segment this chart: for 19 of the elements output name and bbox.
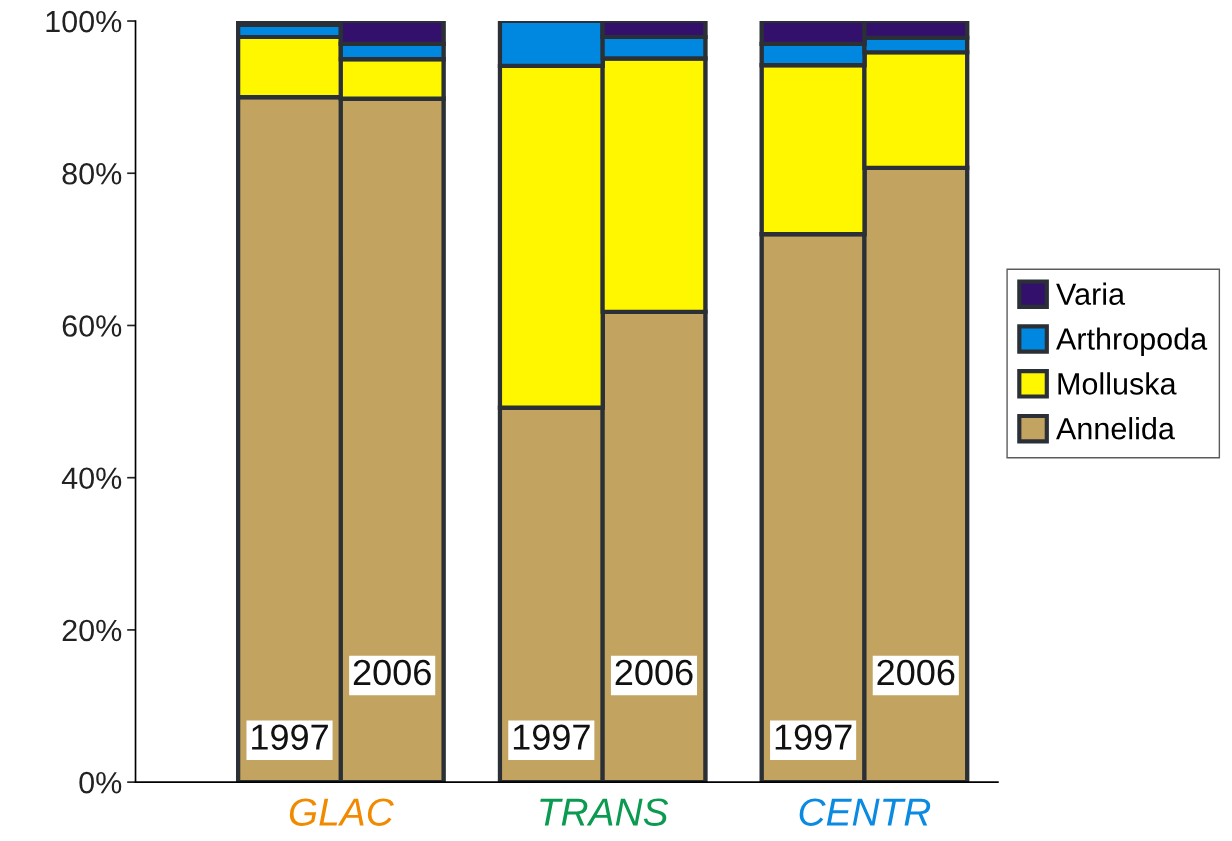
legend-label: Arthropoda [1056,327,1208,356]
y-tick-label: 20% [62,619,122,642]
legend-label: Molluska [1058,372,1177,395]
y-tick-label: 40% [61,467,122,490]
x-tick-label: 2006 [353,659,431,686]
x-tick-label: 1997 [775,724,852,750]
x-tick-label: 2006 [877,659,955,686]
y-tick-label: 0% [79,771,122,794]
x-tick-label: 1997 [252,724,328,750]
x-tick-label: 1997 [513,724,590,750]
y-tick-label: 100% [46,10,122,33]
text: CENTR [799,798,931,826]
legend-label: Varia [1056,282,1126,305]
text: GLAC [289,798,395,826]
x-tick-label: 2006 [615,659,693,686]
y-tick-label: 80% [62,162,122,185]
y-tick-label: 60% [62,315,122,337]
legend-label: Annelida [1056,417,1175,440]
text: TRANS [540,798,669,826]
